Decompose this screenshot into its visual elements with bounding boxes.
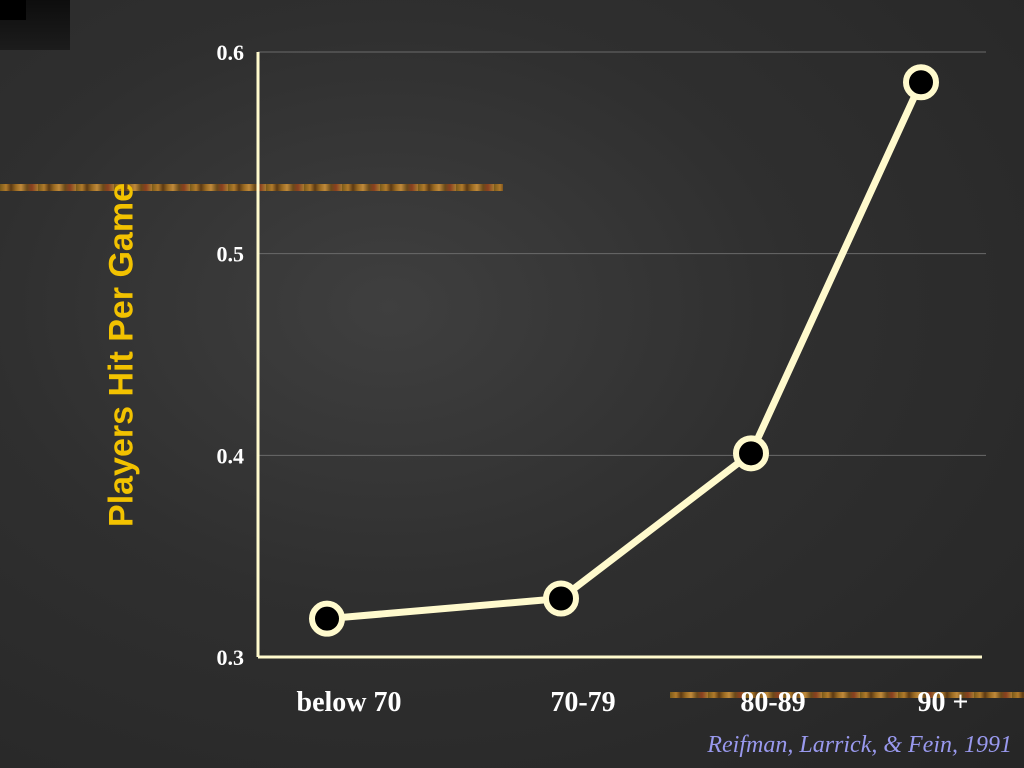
x-tick-label: 90 + [918,687,969,718]
x-tick-label: 70-79 [550,687,615,718]
y-axis-label: Players Hit Per Game [102,183,141,527]
y-tick-label: 0.5 [217,242,245,267]
x-tick-label: 80-89 [740,687,805,718]
y-tick-label: 0.3 [217,645,245,670]
decorative-stripe-bottom [670,692,1024,698]
data-point [309,600,345,637]
data-point [543,580,579,617]
corner-notch [0,0,26,20]
data-point [733,435,769,472]
x-tick-label: below 70 [297,687,402,718]
decorative-stripe-top [0,184,503,191]
data-point [903,64,939,101]
y-tick-label: 0.6 [217,40,245,65]
y-tick-label: 0.4 [217,443,245,468]
citation: Reifman, Larrick, & Fein, 1991 [707,732,1012,758]
series-line [323,78,925,623]
